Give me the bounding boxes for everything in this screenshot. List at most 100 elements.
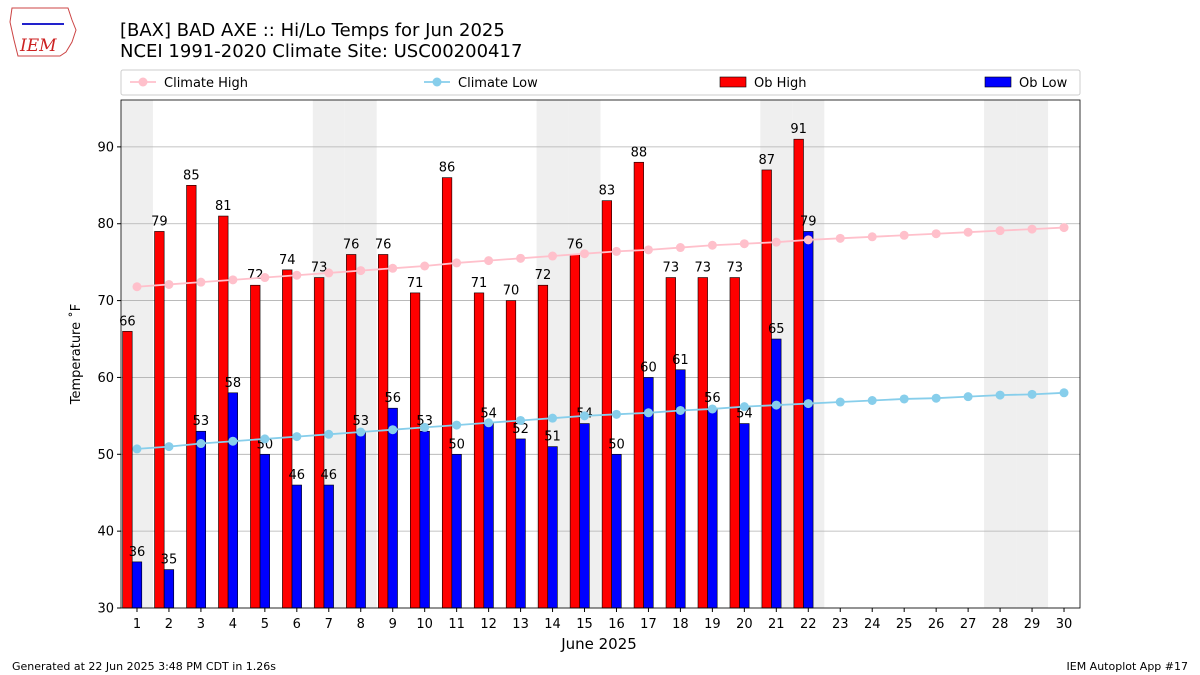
bar <box>291 484 302 609</box>
x-tick-label: 24 <box>864 617 881 632</box>
point <box>643 245 653 255</box>
legend-swatch <box>984 76 1012 88</box>
data-label: 73 <box>695 261 712 276</box>
bar <box>601 200 612 609</box>
point <box>995 226 1005 236</box>
data-label: 88 <box>631 145 648 160</box>
weekend-shade <box>1016 100 1049 608</box>
data-label: 50 <box>448 437 465 452</box>
point <box>739 402 749 412</box>
point <box>899 394 909 404</box>
bar <box>505 300 517 609</box>
bar <box>569 254 581 609</box>
point <box>931 229 941 239</box>
legend-swatch <box>719 76 747 88</box>
x-tick-label: 30 <box>1056 617 1073 632</box>
point <box>675 405 685 415</box>
point <box>324 268 334 278</box>
x-tick-label: 15 <box>576 617 593 632</box>
data-label: 66 <box>119 314 136 329</box>
y-tick-label: 40 <box>97 525 114 540</box>
point <box>611 409 621 419</box>
point <box>1059 223 1069 233</box>
point <box>356 266 366 276</box>
bar <box>665 277 676 609</box>
data-label: 53 <box>193 414 210 429</box>
x-tick-label: 21 <box>768 617 785 632</box>
point <box>420 422 430 432</box>
bar <box>633 161 644 609</box>
data-label: 91 <box>790 122 807 137</box>
data-label: 86 <box>439 161 456 176</box>
data-label: 87 <box>758 153 775 168</box>
bar <box>387 407 398 609</box>
bar <box>473 292 485 609</box>
data-label: 58 <box>225 376 242 391</box>
data-label: 53 <box>416 414 433 429</box>
point <box>1027 389 1037 399</box>
x-tick-label: 19 <box>704 617 721 632</box>
point <box>548 413 558 423</box>
data-label: 70 <box>503 284 520 299</box>
bar <box>761 169 772 609</box>
data-label: 54 <box>736 407 753 422</box>
point <box>931 393 941 403</box>
bar <box>218 215 229 609</box>
x-tick-label: 26 <box>928 617 945 632</box>
x-tick-label: 28 <box>992 617 1009 632</box>
x-tick-label: 3 <box>197 617 205 632</box>
x-tick-label: 1 <box>133 617 141 632</box>
data-label: 65 <box>768 322 785 337</box>
bar <box>803 231 814 609</box>
x-tick-label: 12 <box>480 617 497 632</box>
line <box>136 226 1065 288</box>
point <box>867 232 877 242</box>
point <box>484 418 494 428</box>
data-label: 46 <box>289 468 306 483</box>
x-tick-label: 27 <box>960 617 977 632</box>
bar <box>515 438 526 609</box>
y-tick-label: 80 <box>97 217 114 232</box>
point <box>771 237 781 247</box>
point <box>132 444 142 454</box>
y-tick-label: 30 <box>97 602 114 617</box>
point <box>452 420 462 430</box>
point <box>388 425 398 435</box>
bar <box>323 484 334 609</box>
data-label: 71 <box>471 276 488 291</box>
bar <box>355 430 366 609</box>
data-label: 50 <box>608 437 625 452</box>
point <box>164 442 174 452</box>
data-label: 52 <box>512 422 529 437</box>
point <box>260 273 270 283</box>
x-tick-label: 22 <box>800 617 817 632</box>
data-label: 72 <box>247 268 264 283</box>
x-tick-label: 6 <box>293 617 301 632</box>
bar <box>547 446 558 609</box>
bar <box>611 453 622 609</box>
bar <box>346 254 357 609</box>
footer-left: Generated at 22 Jun 2025 3:48 PM CDT in … <box>12 660 276 673</box>
x-axis-label: June 2025 <box>560 635 637 653</box>
bar <box>186 185 197 609</box>
point <box>196 277 206 287</box>
x-tick-label: 9 <box>389 617 397 632</box>
point <box>484 256 494 266</box>
line <box>136 391 1065 450</box>
data-label: 79 <box>800 214 817 229</box>
point <box>292 270 302 280</box>
point <box>963 227 973 237</box>
point <box>452 258 462 268</box>
y-tick-label: 60 <box>97 371 114 386</box>
chart-title: [BAX] BAD AXE :: Hi/Lo Temps for Jun 202… <box>120 20 505 41</box>
bar <box>707 407 718 609</box>
point <box>228 275 238 285</box>
point <box>803 235 813 245</box>
point <box>548 251 558 261</box>
bar <box>441 177 453 609</box>
point <box>643 408 653 418</box>
data-label: 46 <box>321 468 338 483</box>
data-label: 71 <box>407 276 424 291</box>
bar <box>729 277 740 609</box>
logo-text: IEM <box>19 36 57 56</box>
